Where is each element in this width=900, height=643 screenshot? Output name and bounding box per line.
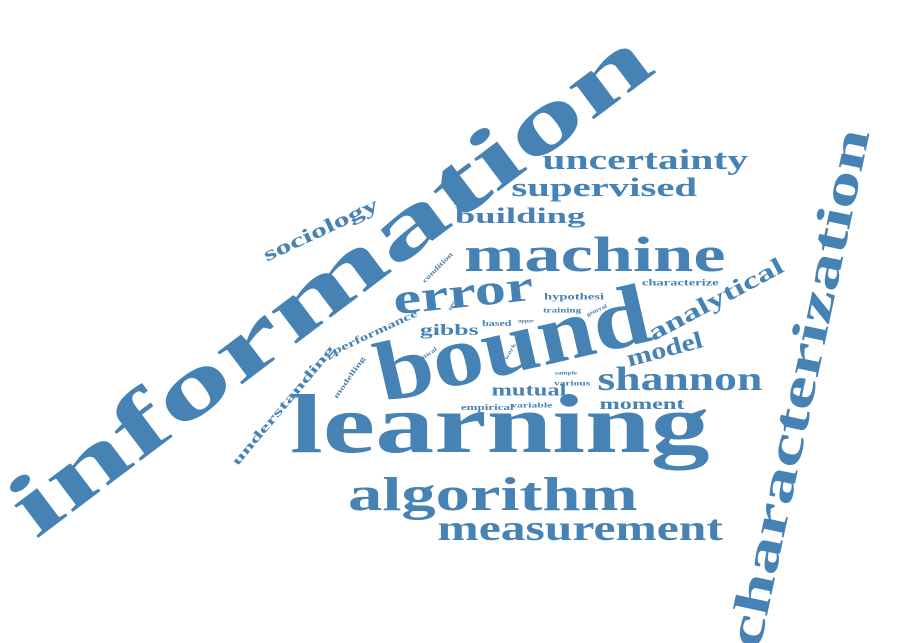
word-measurement: measurement	[437, 508, 723, 548]
word-mutual: mutual	[491, 380, 567, 400]
word-supervised: supervised	[511, 173, 698, 202]
word-moment: moment	[599, 396, 685, 413]
word-various: various	[553, 379, 591, 388]
word-building: building	[454, 203, 586, 228]
word-sample: sample	[554, 371, 578, 377]
word-gibbs: gibbs	[419, 322, 479, 339]
word-machine: machine	[464, 226, 726, 282]
word-uncertainty: uncertainty	[542, 145, 749, 176]
word-hypothesi: hypothesi	[543, 291, 605, 302]
word-algorithm: algorithm	[348, 468, 638, 521]
word-empirical: empirical	[460, 403, 514, 412]
word-upper: upper	[518, 319, 534, 325]
word-based: based	[482, 319, 512, 328]
word-shannon: shannon	[597, 361, 763, 398]
word-learning: learning	[290, 378, 710, 471]
word-characterize: characterize	[641, 277, 719, 288]
word-training: training	[542, 306, 582, 315]
word-variable: variable	[511, 401, 553, 410]
